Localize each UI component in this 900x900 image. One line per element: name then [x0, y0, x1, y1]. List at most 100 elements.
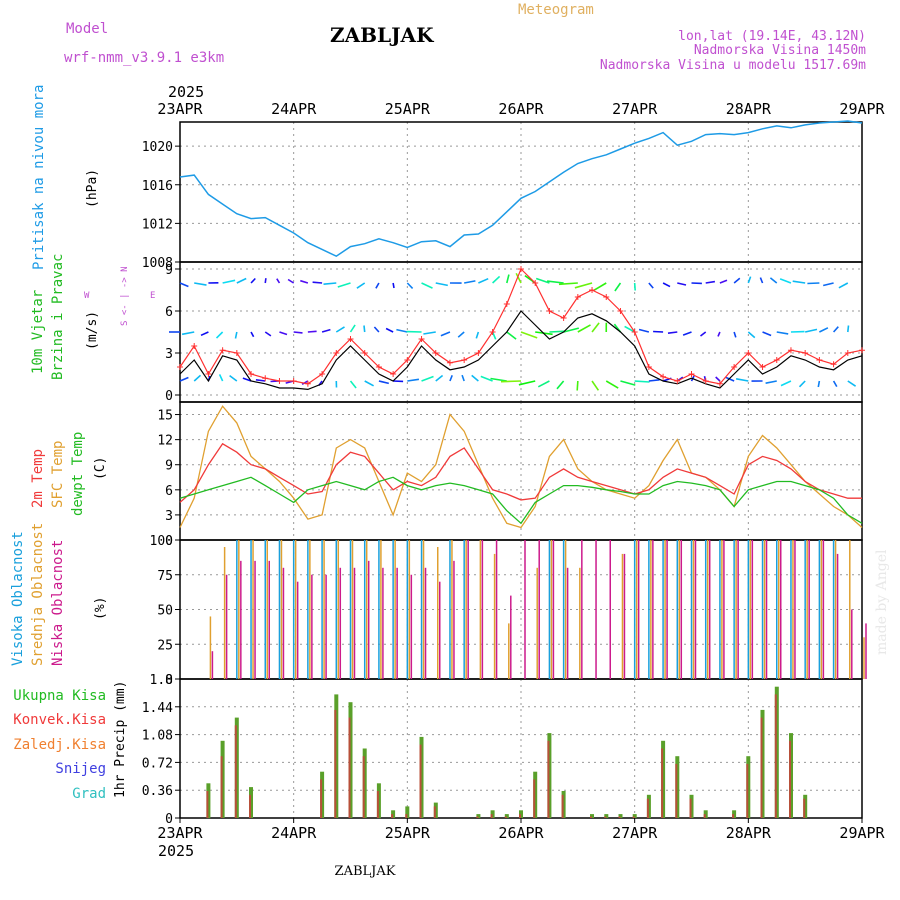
- y-tick-label: 0: [165, 534, 173, 549]
- gust-marker: [276, 378, 283, 384]
- gust-marker: [418, 336, 425, 342]
- wind-barb: [838, 282, 849, 289]
- gust-marker: [844, 350, 851, 356]
- gust-marker: [475, 350, 482, 356]
- conv-precip-bar: [519, 814, 521, 818]
- conv-precip-bar: [774, 694, 777, 818]
- mid-cloud-label: Srednja Oblacnost: [30, 523, 46, 666]
- wind-barb: [747, 276, 752, 284]
- gust-marker: [248, 371, 255, 377]
- wind-barb: [218, 374, 224, 382]
- gust-marker: [787, 347, 794, 354]
- wind-barb: [475, 331, 480, 339]
- wind-label-2: Brzina i Pravac: [50, 254, 66, 380]
- wind-barb: [759, 277, 764, 284]
- conv-precip-bar: [590, 816, 592, 818]
- wind-barb: [378, 380, 389, 385]
- station-coords: lon,lat (19.14E, 43.12N): [678, 29, 866, 44]
- wind-barb: [421, 282, 433, 289]
- wind-barb: [500, 380, 522, 383]
- gust-marker: [617, 308, 624, 314]
- gust-marker: [191, 343, 198, 349]
- conv-precip-bar: [561, 794, 564, 818]
- y-tick-label: 0: [165, 812, 173, 827]
- wind-barb: [194, 282, 207, 286]
- wind-barb: [307, 330, 317, 333]
- wind-barb: [222, 279, 236, 284]
- conv-precip-bar: [689, 798, 692, 818]
- station-title: ZABLJAK: [330, 23, 434, 47]
- x-tick-label-bottom: 27APR: [612, 824, 658, 842]
- wind-barb: [193, 374, 202, 382]
- wind-barb: [648, 379, 660, 382]
- wind-barb: [407, 378, 420, 382]
- conv-precip-bar: [348, 717, 351, 818]
- wind-barb: [229, 374, 238, 382]
- gust-marker: [333, 350, 340, 356]
- gust-marker: [816, 357, 823, 363]
- wind-barb: [846, 325, 850, 333]
- total-precip-bar: [405, 806, 410, 818]
- wind-barb: [563, 327, 579, 333]
- conv-precip-bar: [220, 756, 223, 818]
- wind-barb: [776, 331, 789, 335]
- wind-barb: [700, 331, 707, 337]
- gust-marker: [177, 364, 183, 370]
- wind-barb: [471, 374, 479, 382]
- wind-barb: [715, 376, 721, 382]
- pressure-unit: (hPa): [85, 169, 100, 208]
- conv-precip-bar: [320, 779, 323, 818]
- wind-barb: [725, 376, 735, 382]
- y-tick-label: 6: [165, 305, 173, 320]
- wind-barb: [440, 331, 451, 337]
- wind-barb: [576, 380, 579, 391]
- wind-barb: [823, 282, 834, 287]
- wind-barb: [300, 279, 309, 284]
- wind-barb: [506, 331, 517, 340]
- wind-barb: [255, 379, 266, 382]
- conv-precip-bar: [362, 756, 365, 818]
- y-tick-label: 1.08: [142, 729, 173, 744]
- wind-barb: [537, 380, 550, 388]
- conv-precip-bar: [632, 816, 635, 818]
- wind-barb: [733, 331, 737, 338]
- wind-barb: [373, 326, 380, 333]
- y-tick-label: 50: [157, 604, 173, 619]
- total-precip-bar: [590, 814, 594, 818]
- gust-marker: [461, 357, 468, 363]
- gust-marker: [446, 359, 453, 366]
- wind-barb: [335, 326, 345, 333]
- conv-precip-bar: [249, 794, 251, 818]
- x-tick-label-bottom: 26APR: [498, 824, 544, 842]
- station-elevation: Nadmorska Visina 1450m: [694, 43, 866, 58]
- y-tick-label: 9: [165, 263, 173, 278]
- conv-precip-bar: [504, 816, 507, 818]
- wind-barb: [520, 331, 538, 339]
- wind-barb: [461, 374, 465, 382]
- wind-barb: [293, 331, 303, 334]
- wind-unit: (m/s): [85, 311, 100, 350]
- x-tick-label-top: 24APR: [271, 100, 317, 118]
- legend-freezing-precip: Zaledj.Kisa: [13, 737, 106, 753]
- conv-precip-bar: [547, 740, 550, 818]
- wind-barb: [717, 331, 721, 337]
- wind-barb: [535, 277, 550, 284]
- wind-barb: [375, 282, 380, 289]
- total-precip-bar: [604, 814, 609, 818]
- wind-barb: [792, 280, 806, 284]
- y-tick-label: 1.44: [142, 701, 173, 716]
- gust-marker: [262, 375, 269, 382]
- gust-marker: [532, 280, 539, 286]
- y-tick-label: 0: [165, 673, 173, 688]
- wind-barb: [435, 282, 448, 287]
- gust-marker: [233, 350, 240, 356]
- conv-precip-bar: [746, 763, 749, 818]
- panel-frame: [179, 121, 863, 263]
- wind-barb: [574, 282, 593, 289]
- wind-barb: [349, 380, 357, 389]
- y-tick-label: 25: [157, 638, 173, 653]
- wind-barb: [364, 380, 374, 387]
- wind-barb: [819, 327, 829, 333]
- year-bottom: 2025: [158, 842, 194, 860]
- model-elevation: Nadmorska Visina u modelu 1517.69m: [600, 58, 866, 73]
